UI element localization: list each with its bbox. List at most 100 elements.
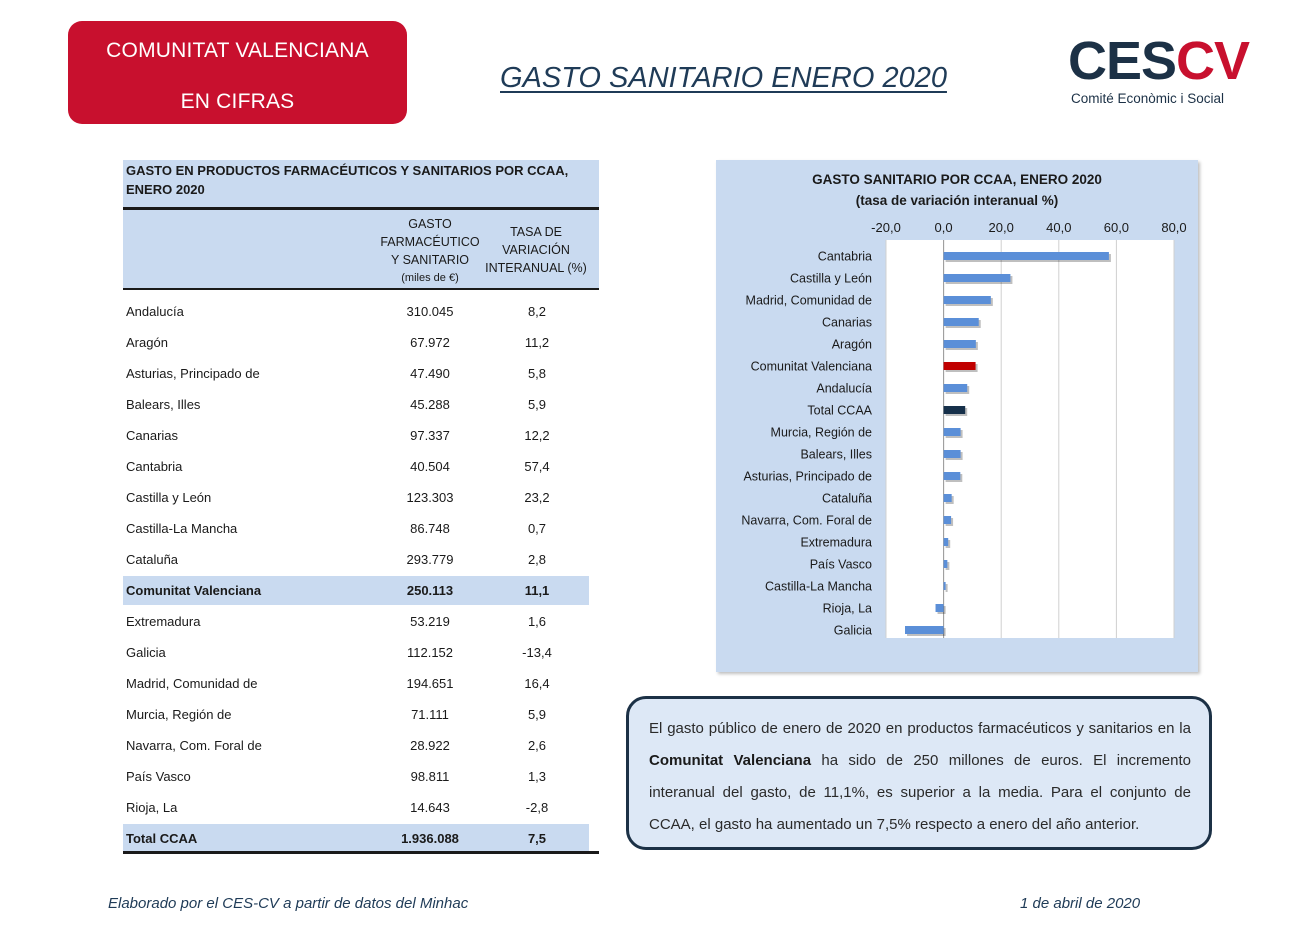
cell-tasa: 23,2 (524, 490, 550, 505)
cell-region: Castilla y León (126, 490, 212, 505)
cell-region: Castilla-La Mancha (126, 521, 238, 536)
bar (943, 450, 961, 458)
cell-tasa: 8,2 (527, 304, 547, 319)
bar (943, 406, 966, 414)
table-row: Navarra, Com. Foral de 28.922 2,6 (123, 731, 589, 760)
bar (943, 252, 1109, 260)
bar (935, 604, 944, 612)
cell-gasto: 293.779 (406, 552, 454, 567)
table-row: País Vasco 98.811 1,3 (123, 762, 589, 791)
bar (943, 318, 979, 326)
variation-chart: GASTO SANITARIO POR CCAA, ENERO 2020 (tas… (716, 160, 1198, 672)
cell-region: País Vasco (126, 769, 191, 784)
y-category-label: Rioja, La (823, 602, 872, 616)
header-gasto-l3: Y SANITARIO (390, 253, 470, 267)
chart-svg: GASTO SANITARIO POR CCAA, ENERO 2020 (tas… (741, 172, 1187, 638)
cell-region: Navarra, Com. Foral de (126, 738, 262, 753)
cell-tasa: 2,6 (527, 738, 547, 753)
cell-gasto: 47.490 (410, 366, 450, 381)
logo-mark: CESCV (1068, 31, 1250, 91)
table-title-line2: ENERO 2020 (126, 182, 205, 197)
cell-gasto: 45.288 (410, 397, 450, 412)
cell-tasa: 2,8 (527, 552, 547, 567)
cell-tasa: 57,4 (524, 459, 550, 474)
bar (943, 296, 991, 304)
y-category-label: Madrid, Comunidad de (746, 294, 873, 308)
bar (943, 274, 1011, 282)
cell-gasto: 71.111 (411, 707, 449, 722)
cell-tasa: 0,7 (527, 521, 547, 536)
x-tick-label: 20,0 (989, 220, 1014, 235)
cell-gasto: 310.045 (406, 304, 454, 319)
cell-region: Madrid, Comunidad de (126, 676, 258, 691)
x-tick-label: -20,0 (871, 220, 901, 235)
summary-bold: Comunitat Valenciana (649, 752, 812, 769)
chart-title: GASTO SANITARIO POR CCAA, ENERO 2020 (812, 172, 1102, 187)
y-category-label: Asturias, Principado de (743, 470, 872, 484)
logo-subtitle: Comité Econòmic i Social (1071, 91, 1225, 106)
cell-tasa: 1,6 (527, 614, 547, 629)
table-top-rule (123, 207, 599, 210)
table-header-rule (123, 288, 599, 290)
y-category-label: Total CCAA (807, 404, 872, 418)
bar (943, 560, 948, 568)
table-row: Cataluña 293.779 2,8 (123, 545, 589, 574)
chart-subtitle: (tasa de variación interanual %) (856, 193, 1059, 208)
cell-tasa: -2,8 (525, 800, 549, 815)
logo-cv: CV (1176, 31, 1250, 91)
y-category-label: Andalucía (816, 382, 872, 396)
bar-shadow (945, 562, 950, 570)
cell-tasa: 5,8 (527, 366, 547, 381)
header-tasa: TASA DE VARIACIÓN INTERANUAL (%) (483, 223, 589, 277)
table-row: Cantabria 40.504 57,4 (123, 452, 589, 481)
cell-tasa: 1,3 (527, 769, 547, 784)
table-row: Castilla y León 123.303 23,2 (123, 483, 589, 512)
cell-tasa: 12,2 (524, 428, 550, 443)
x-tick-label: 60,0 (1104, 220, 1129, 235)
cell-tasa: 5,9 (527, 397, 547, 412)
cell-gasto: 14.643 (410, 800, 450, 815)
cell-region: Extremadura (126, 614, 201, 629)
y-category-label: Navarra, Com. Foral de (741, 514, 872, 528)
cell-gasto: 98.811 (410, 769, 450, 784)
cell-gasto: 86.748 (410, 521, 450, 536)
cell-region: Andalucía (126, 304, 184, 319)
table-row: Madrid, Comunidad de 194.651 16,4 (123, 669, 589, 698)
y-category-label: País Vasco (810, 558, 872, 572)
cell-gasto: 28.922 (410, 738, 450, 753)
bar (943, 494, 952, 502)
cell-region: Galicia (126, 645, 166, 660)
bar-shadow (945, 584, 948, 592)
header-gasto: GASTO FARMACÉUTICO Y SANITARIO (miles de… (375, 215, 485, 287)
y-category-label: Murcia, Región de (771, 426, 872, 440)
x-tick-label: 80,0 (1161, 220, 1186, 235)
bar (943, 538, 949, 546)
table-row: Extremadura 53.219 1,6 (123, 607, 589, 636)
cell-region: Canarias (126, 428, 179, 443)
header-gasto-l2: FARMACÉUTICO (380, 235, 480, 249)
table-title-line1: GASTO EN PRODUCTOS FARMACÉUTICOS Y SANIT… (126, 163, 569, 178)
y-category-label: Cataluña (822, 492, 872, 506)
y-category-label: Galicia (834, 624, 872, 638)
cell-gasto: 123.303 (406, 490, 454, 505)
cell-gasto: 67.972 (410, 335, 450, 350)
cell-region: Rioja, La (126, 800, 178, 815)
table-row: Andalucía 310.045 8,2 (123, 297, 589, 326)
table-row: Rioja, La 14.643 -2,8 (123, 793, 589, 822)
badge-line2: EN CIFRAS (180, 90, 295, 113)
cell-region: Total CCAA (126, 831, 198, 846)
badge-line1: COMUNITAT VALENCIANA (106, 39, 369, 62)
logo-ces: CES (1068, 31, 1177, 91)
table-bottom-rule (123, 851, 599, 854)
cell-gasto: 112.152 (406, 645, 454, 660)
table-row: Canarias 97.337 12,2 (123, 421, 589, 450)
footer-date: 1 de abril de 2020 (1020, 895, 1141, 912)
header-gasto-l1: GASTO (408, 217, 452, 231)
cell-tasa: 11,2 (524, 335, 550, 350)
header-tasa-l3: INTERANUAL (%) (485, 261, 587, 275)
y-category-label: Canarias (822, 316, 872, 330)
bar (943, 516, 952, 524)
bar (943, 384, 968, 392)
cell-region: Cantabria (126, 459, 183, 474)
table-row: Castilla-La Mancha 86.748 0,7 (123, 514, 589, 543)
